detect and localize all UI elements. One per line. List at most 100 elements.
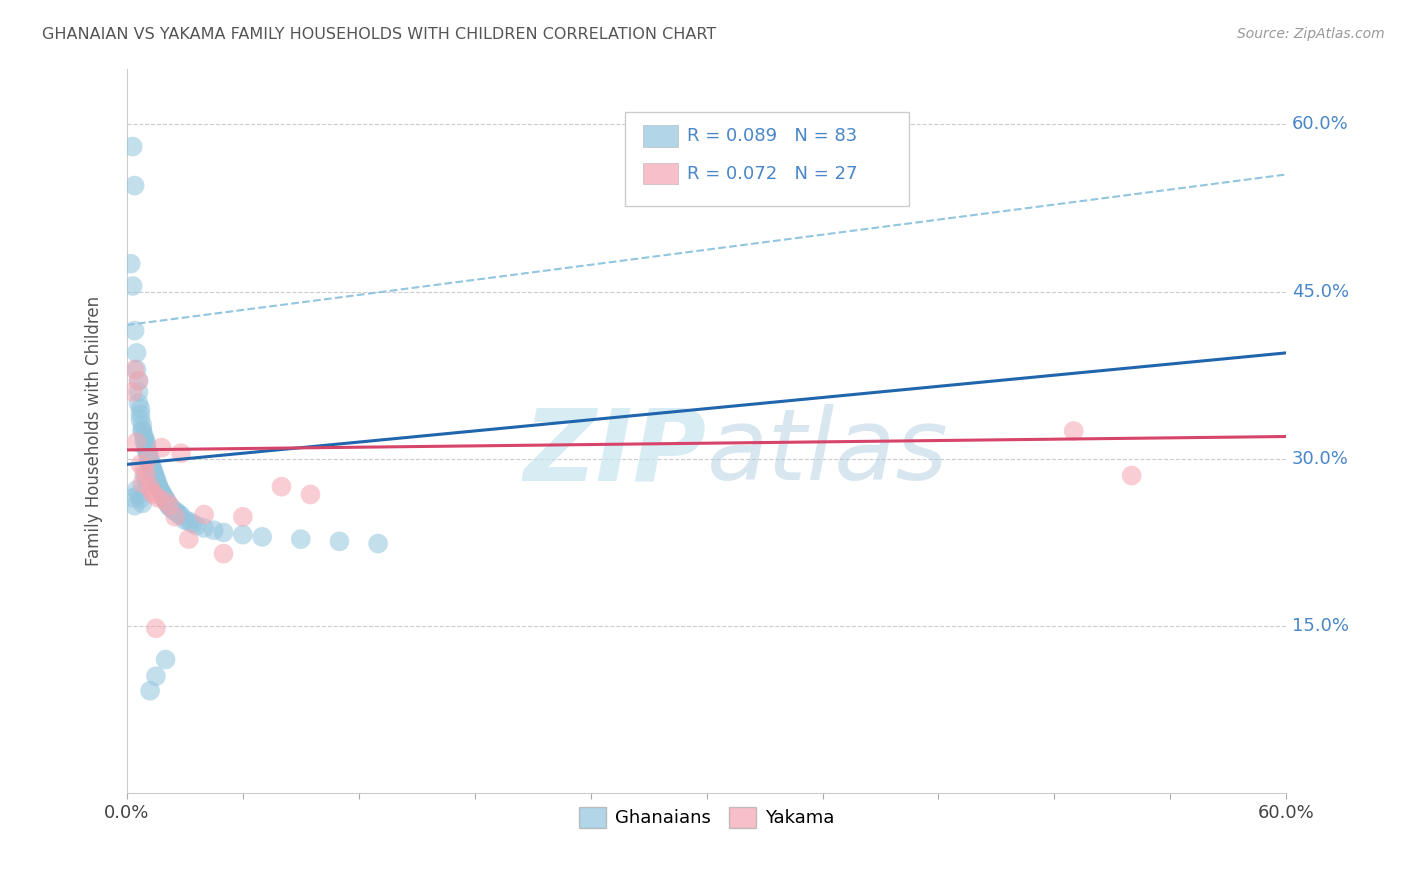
Point [155,494,177,508]
Text: GHANAIAN VS YAKAMA FAMILY HOUSEHOLDS WITH CHILDREN CORRELATION CHART: GHANAIAN VS YAKAMA FAMILY HOUSEHOLDS WIT… [42,27,717,42]
Point [146,476,169,491]
Point [145,473,167,487]
Point [146,491,169,505]
Point [128,487,150,501]
Point [167,508,190,522]
Point [145,621,167,635]
Point [135,442,157,457]
Point [270,480,292,494]
Point [141,463,163,477]
Point [162,503,184,517]
Point [177,532,200,546]
Point [139,456,162,470]
Point [128,374,150,388]
Point [155,493,177,508]
Point [139,480,162,494]
Point [166,505,188,519]
Point [250,530,273,544]
Point [121,279,143,293]
Point [139,454,162,468]
Point [212,525,235,540]
Text: 30.0%: 30.0% [1292,450,1348,467]
Point [150,487,173,501]
Point [125,435,148,450]
Point [135,435,157,450]
Text: ZIP: ZIP [523,404,707,501]
Text: Source: ZipAtlas.com: Source: ZipAtlas.com [1237,27,1385,41]
Point [135,474,157,488]
Point [212,547,235,561]
Point [232,527,254,541]
Point [193,521,215,535]
Point [141,462,163,476]
Point [152,489,174,503]
Text: 60.0%: 60.0% [1292,115,1348,133]
Point [124,499,146,513]
Point [145,474,167,488]
Point [128,374,150,388]
Point [129,407,152,421]
Point [177,514,200,528]
Point [134,435,156,450]
Point [150,485,173,500]
Point [193,508,215,522]
Point [136,451,159,466]
Point [124,362,146,376]
Point [143,487,166,501]
Point [328,534,350,549]
Point [170,446,193,460]
Point [134,429,156,443]
Point [150,441,173,455]
Point [155,491,177,506]
Point [129,401,152,416]
Point [156,496,179,510]
Point [149,482,172,496]
Point [121,491,143,505]
Point [131,418,153,433]
Point [120,257,142,271]
Point [145,471,167,485]
Point [156,495,179,509]
Point [173,513,195,527]
Point [131,424,153,438]
Point [124,324,146,338]
Point [165,504,187,518]
Point [143,468,166,483]
Point [129,413,152,427]
Point [125,362,148,376]
Point [157,499,180,513]
Point [131,424,153,438]
Point [141,485,163,500]
Point [146,478,169,492]
Point [134,463,156,477]
Point [136,450,159,464]
Point [367,536,389,550]
Point [129,458,152,472]
Point [125,346,148,360]
Point [128,384,150,399]
Point [134,468,156,483]
Point [152,491,174,505]
Point [124,178,146,193]
Point [160,500,183,515]
Y-axis label: Family Households with Children: Family Households with Children [86,296,103,566]
Text: 15.0%: 15.0% [1292,617,1348,635]
Point [139,458,162,472]
Point [135,438,157,452]
Point [290,532,312,546]
FancyBboxPatch shape [643,162,678,185]
Point [134,432,156,446]
Point [121,139,143,153]
Point [136,446,159,460]
Point [146,480,169,494]
Point [181,516,204,531]
Point [157,499,180,513]
Point [143,465,166,479]
Point [1121,468,1143,483]
Point [121,384,143,399]
Point [186,518,208,533]
Point [170,508,193,523]
Point [141,459,163,474]
Point [139,683,162,698]
Point [232,509,254,524]
